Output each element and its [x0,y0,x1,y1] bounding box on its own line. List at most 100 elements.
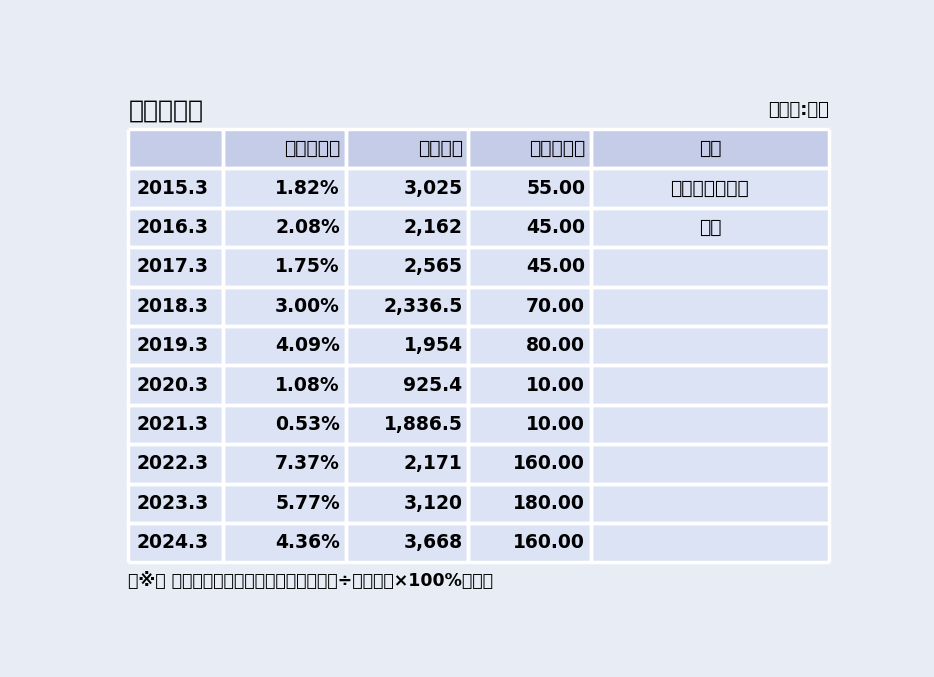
Text: 3,668: 3,668 [403,533,462,552]
Bar [591,247,829,286]
Bar [223,523,346,563]
Text: 1.08%: 1.08% [276,376,340,395]
Text: 7.37%: 7.37% [276,454,340,473]
Text: 45.00: 45.00 [526,257,586,276]
Bar [346,523,468,563]
Text: 10.00: 10.00 [526,415,586,434]
Bar [468,169,591,208]
Text: 2018.3: 2018.3 [136,297,209,316]
Text: 70.00: 70.00 [526,297,586,316]
Bar [128,286,223,326]
Bar [468,483,591,523]
Bar [346,286,468,326]
Bar [223,444,346,483]
Bar [468,366,591,405]
Bar [468,326,591,366]
Text: 2,336.5: 2,336.5 [383,297,462,316]
Bar [591,169,829,208]
Text: 備考: 備考 [699,139,721,158]
Bar [468,129,591,169]
Bar [468,286,591,326]
Text: 3,025: 3,025 [403,179,462,198]
Bar [346,247,468,286]
Text: 45.00: 45.00 [526,218,586,237]
Text: 1.75%: 1.75% [276,257,340,276]
Bar [128,483,223,523]
Text: 2023.3: 2023.3 [136,494,209,513]
Bar [346,208,468,247]
Bar [128,405,223,444]
Text: 1,954: 1,954 [403,336,462,355]
Bar [128,444,223,483]
Text: 2.08%: 2.08% [276,218,340,237]
Bar [591,208,829,247]
Bar [591,483,829,523]
Text: 2021.3: 2021.3 [136,415,209,434]
Text: 180.00: 180.00 [514,494,586,513]
Bar [468,523,591,563]
Bar [468,208,591,247]
Bar [346,326,468,366]
Text: 160.00: 160.00 [514,454,586,473]
Bar [223,405,346,444]
Bar [591,326,829,366]
Bar [128,523,223,563]
Bar [591,129,829,169]
Bar [223,129,346,169]
Text: 4.36%: 4.36% [276,533,340,552]
Bar [223,286,346,326]
Bar [128,326,223,366]
Text: 2017.3: 2017.3 [136,257,209,276]
Bar [128,169,223,208]
Text: 1.82%: 1.82% [276,179,340,198]
Text: 5.77%: 5.77% [276,494,340,513]
Text: 3,120: 3,120 [403,494,462,513]
Text: 2022.3: 2022.3 [136,454,209,473]
Text: 配当利回り: 配当利回り [284,139,340,158]
Text: （単位:円）: （単位:円） [768,102,829,120]
Bar [468,405,591,444]
Text: 株式併合調整後: 株式併合調整後 [671,179,749,198]
Bar [346,483,468,523]
Text: 925.4: 925.4 [403,376,462,395]
Text: 3.00%: 3.00% [276,297,340,316]
Bar [223,366,346,405]
Bar [591,444,829,483]
Bar [591,523,829,563]
Bar [468,247,591,286]
Text: 10.00: 10.00 [526,376,586,395]
Text: 2024.3: 2024.3 [136,533,209,552]
Bar [346,366,468,405]
Text: 2016.3: 2016.3 [136,218,209,237]
Text: 年間配当金: 年間配当金 [529,139,586,158]
Text: 4.09%: 4.09% [276,336,340,355]
Bar [591,286,829,326]
Bar [223,169,346,208]
Text: 2019.3: 2019.3 [136,336,209,355]
Text: 2,171: 2,171 [403,454,462,473]
Text: 160.00: 160.00 [514,533,586,552]
Bar [128,366,223,405]
Bar [346,405,468,444]
Bar [128,208,223,247]
Text: 55.00: 55.00 [526,179,586,198]
Bar [346,129,468,169]
Text: 2015.3: 2015.3 [136,179,209,198]
Text: 2,565: 2,565 [403,257,462,276]
Bar [223,208,346,247]
Bar [346,444,468,483]
Text: 配当利回り: 配当利回り [128,98,204,123]
Text: 2,162: 2,162 [403,218,462,237]
Text: 0.53%: 0.53% [276,415,340,434]
Text: （※） ここでは、配当利回り＝年間配当金÷期末終値×100%で計算: （※） ここでは、配当利回り＝年間配当金÷期末終値×100%で計算 [128,572,493,590]
Bar [128,129,223,169]
Bar [223,247,346,286]
Bar [128,247,223,286]
Text: 1,886.5: 1,886.5 [384,415,462,434]
Text: 同上: 同上 [699,218,721,237]
Bar [223,483,346,523]
Bar [223,326,346,366]
Text: 80.00: 80.00 [526,336,586,355]
Text: 2020.3: 2020.3 [136,376,209,395]
Text: 期末終値: 期末終値 [417,139,462,158]
